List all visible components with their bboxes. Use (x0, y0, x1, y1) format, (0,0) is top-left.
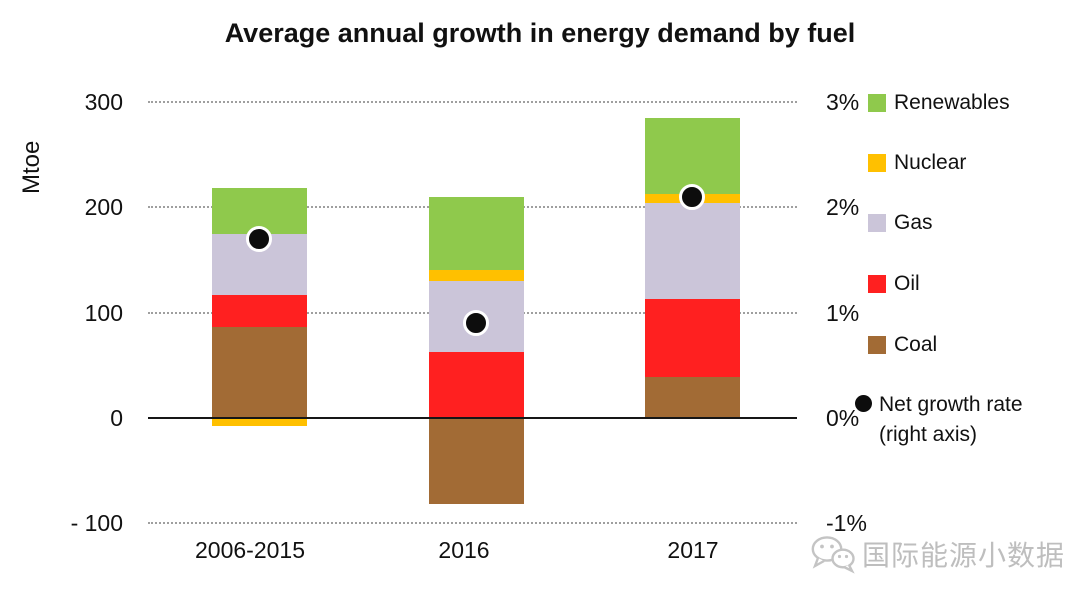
net-growth-marker-dot (855, 395, 872, 412)
bar-2006-2015-coal (211, 327, 307, 418)
legend-label-renewables: Renewables (894, 91, 1010, 114)
bar-2017-coal (644, 376, 740, 418)
bar-2017-gas (644, 203, 740, 299)
bar-2017-renewables (644, 117, 740, 194)
net-growth-dot-2016 (463, 310, 489, 337)
legend-label-net-growth-rate: Net growth rate (right axis) (879, 390, 1023, 450)
legend-item-net-growth-rate: Net growth rate (right axis) (855, 390, 1023, 450)
bar-2016-oil (428, 352, 524, 418)
legend-item-renewables: Renewables (868, 91, 1010, 115)
bar-2006-2015-oil (211, 294, 307, 328)
bar-2016-nuclear (428, 270, 524, 281)
net-growth-label-line1: Net growth rate (879, 393, 1023, 416)
net-growth-label-line2: (right axis) (879, 423, 978, 446)
oil-swatch (868, 275, 886, 293)
watermark: 国际能源小数据 (810, 534, 1065, 574)
x-label-2016: 2016 (438, 537, 490, 563)
gridline--100 (148, 522, 797, 524)
left-tick-0: 0 (110, 404, 123, 431)
right-tick--1: -1% (826, 510, 867, 536)
legend-label-coal: Coal (894, 333, 938, 356)
legend-label-nuclear: Nuclear (894, 151, 967, 174)
bar-2016-coal (428, 417, 524, 505)
legend-label-gas: Gas (894, 211, 933, 234)
right-tick-2: 2% (826, 194, 860, 221)
gridline-300 (148, 101, 797, 103)
watermark-text: 国际能源小数据 (862, 539, 1066, 572)
net-growth-dot-2006-2015 (246, 225, 272, 252)
wechat-icon (811, 536, 855, 574)
legend-item-coal: Coal (868, 333, 937, 357)
chart-title: Average annual growth in energy demand b… (224, 18, 856, 48)
bar-2006-2015-nuclear (211, 417, 307, 427)
right-tick-3: 3% (826, 89, 860, 115)
left-axis-unit-label: Mtoe (18, 140, 45, 194)
legend-item-gas: Gas (868, 211, 933, 235)
zero-axis-line (148, 416, 797, 420)
net-growth-dot-2017 (679, 183, 705, 210)
legend-item-nuclear: Nuclear (868, 151, 966, 175)
left-tick-200: 200 (84, 194, 123, 221)
legend-label-oil: Oil (894, 272, 920, 295)
x-label-2006-2015: 2006-2015 (195, 537, 305, 563)
renewables-swatch (868, 94, 886, 112)
nuclear-swatch (868, 154, 886, 172)
right-tick-0: 0% (826, 404, 860, 431)
left-tick--100: - 100 (70, 510, 123, 536)
gas-swatch (868, 214, 886, 232)
legend-item-oil: Oil (868, 272, 920, 296)
coal-swatch (868, 336, 886, 354)
right-tick-1: 1% (826, 299, 860, 326)
bar-2017-oil (644, 298, 740, 377)
bar-2016-renewables (428, 196, 524, 271)
x-label-2017: 2017 (667, 537, 719, 563)
left-tick-100: 100 (84, 299, 123, 326)
left-tick-300: 300 (84, 89, 123, 115)
